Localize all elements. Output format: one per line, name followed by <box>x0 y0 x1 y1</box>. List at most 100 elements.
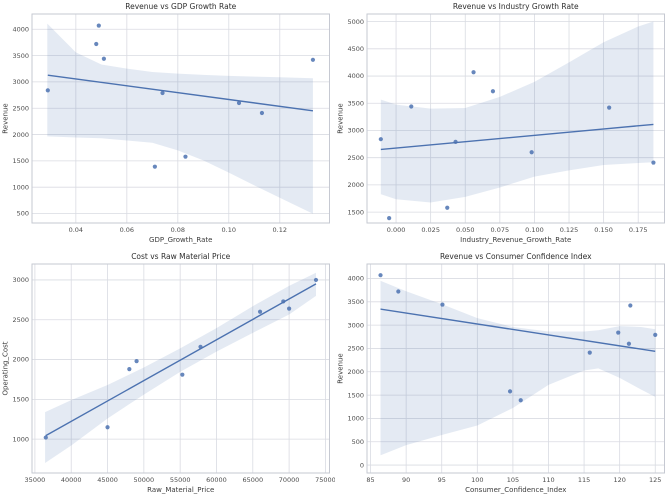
scatter-point <box>134 359 139 364</box>
x-axis-label: Consumer_Confidence_Index <box>465 486 566 494</box>
x-axis-label: GDP_Growth_Rate <box>149 236 212 244</box>
x-tick-label: 0.06 <box>120 226 134 234</box>
x-tick-label: 95 <box>437 476 445 484</box>
scatter-point <box>529 150 534 155</box>
x-axis-label: Raw_Material_Price <box>147 486 214 494</box>
y-tick-label: 3500 <box>347 298 364 306</box>
x-tick-label: 105 <box>506 476 518 484</box>
y-tick-label: 4000 <box>347 275 364 283</box>
scatter-point <box>587 350 592 355</box>
y-axis-label: Operating_Cost <box>2 341 10 395</box>
y-tick-label: 4000 <box>347 72 364 80</box>
x-tick-label: 0.10 <box>222 226 236 234</box>
axes-spines <box>366 263 665 474</box>
axes-spines <box>31 13 330 224</box>
y-tick-label: 3000 <box>12 276 29 284</box>
x-tick-label: 0.125 <box>559 226 578 234</box>
scatter-point <box>652 332 657 338</box>
x-tick-label: 70000 <box>279 476 300 484</box>
x-tick-label: 0.025 <box>421 226 440 234</box>
confidence-band <box>380 21 653 203</box>
y-tick-label: 4500 <box>347 45 364 53</box>
x-tick-label: 75000 <box>315 476 334 484</box>
x-tick-label: 55000 <box>170 476 191 484</box>
scatter-point <box>518 398 523 403</box>
chart-svg: 0.04 0.06 0.08 0.10 0.12 500 1000 1500 2000 2500 3… <box>2 2 330 244</box>
y-axis-label: Revenue <box>336 353 344 384</box>
plot-area <box>32 264 330 473</box>
scatter-point <box>281 299 286 304</box>
y-tick-label: 3000 <box>12 78 29 86</box>
regression-layer <box>380 21 653 203</box>
scatter-point <box>615 330 620 335</box>
y-tick-label: 1500 <box>347 208 364 216</box>
y-tick-label: 3500 <box>12 52 29 60</box>
scatter-point <box>606 105 611 110</box>
y-tick-label: 2500 <box>347 345 364 353</box>
scatter-point <box>105 425 110 430</box>
scatter-point <box>127 366 132 372</box>
chart-svg: 85 90 95 100 105 110 115 120 125 0 500 1000 1500 2000… <box>336 252 665 494</box>
regression-line <box>380 123 653 151</box>
chart-revenue-vs-gdp-growth-rate: 0.04 0.06 0.08 0.10 0.12 500 1000 1500 2000 2500 3… <box>0 0 335 250</box>
y-tick-label: 2000 <box>347 181 364 189</box>
scatter-point <box>180 372 185 377</box>
x-tick-label: 110 <box>542 476 554 484</box>
scatter-point <box>444 205 449 210</box>
chart-title: Cost vs Raw Material Price <box>131 252 230 261</box>
scatter-point <box>96 23 101 28</box>
scatter-point <box>313 277 319 283</box>
scatter-point <box>377 273 383 278</box>
scatter-point <box>45 88 50 93</box>
scatter-point <box>452 139 458 145</box>
x-axis-label: Industry_Revenue_Growth_Rate <box>460 236 571 244</box>
scatter-point <box>490 89 495 94</box>
regression-line <box>45 283 317 437</box>
x-tick-label: 85 <box>366 476 374 484</box>
y-tick-label: 4000 <box>12 25 29 33</box>
y-tick-label: 1500 <box>12 396 29 404</box>
chart-revenue-vs-consumer-confidence-index: 85 90 95 100 105 110 115 120 125 0 500 1000 1500 2000… <box>335 250 669 500</box>
scatter-point <box>43 435 48 440</box>
scatter-point <box>378 137 383 142</box>
scatter-point <box>101 56 106 61</box>
x-tick-label: 0.100 <box>525 226 544 234</box>
x-tick-label: 0.075 <box>490 226 509 234</box>
x-tick-label: 0.000 <box>386 226 405 234</box>
scatter-point <box>152 164 157 169</box>
chart-svg: 0.000 0.025 0.050 0.075 0.100 0.125 0.150 0.175… <box>336 2 665 244</box>
x-tick-label: 60000 <box>206 476 227 484</box>
x-tick-label: 65000 <box>242 476 263 484</box>
x-tick-label: 90 <box>402 476 410 484</box>
chart-title: Revenue vs Consumer Confidence Index <box>439 252 591 261</box>
y-tick-label: 500 <box>17 210 29 218</box>
x-tick-label: 45000 <box>97 476 118 484</box>
scatter-point <box>160 90 165 96</box>
x-tick-label: 0.050 <box>455 226 474 234</box>
axes-spines <box>366 13 665 224</box>
y-tick-label: 1000 <box>347 415 364 423</box>
regression-layer <box>47 23 314 214</box>
regression-layer <box>45 272 317 464</box>
confidence-band <box>47 23 313 214</box>
scatter-point <box>183 154 188 159</box>
scatter-point <box>94 41 99 47</box>
y-tick-label: 1000 <box>12 435 29 443</box>
x-tick-label: 100 <box>471 476 483 484</box>
scatter-point <box>439 302 445 307</box>
x-tick-label: 40000 <box>61 476 82 484</box>
chart-cost-vs-raw-material-price: 35000 40000 45000 50000 55000 60000 65000 70000… <box>0 250 335 500</box>
x-tick-label: 35000 <box>25 476 46 484</box>
y-axis-label: Revenue <box>2 103 10 134</box>
scatter-point <box>470 70 476 75</box>
scatter-point <box>287 306 292 311</box>
y-tick-label: 2500 <box>12 104 29 112</box>
y-tick-label: 2000 <box>12 131 29 139</box>
scatter-point <box>198 344 203 349</box>
regression-line <box>379 308 655 353</box>
confidence-band <box>45 272 316 464</box>
y-tick-label: 500 <box>351 438 363 446</box>
scatter-point <box>408 104 413 109</box>
scatter-point <box>650 160 656 165</box>
